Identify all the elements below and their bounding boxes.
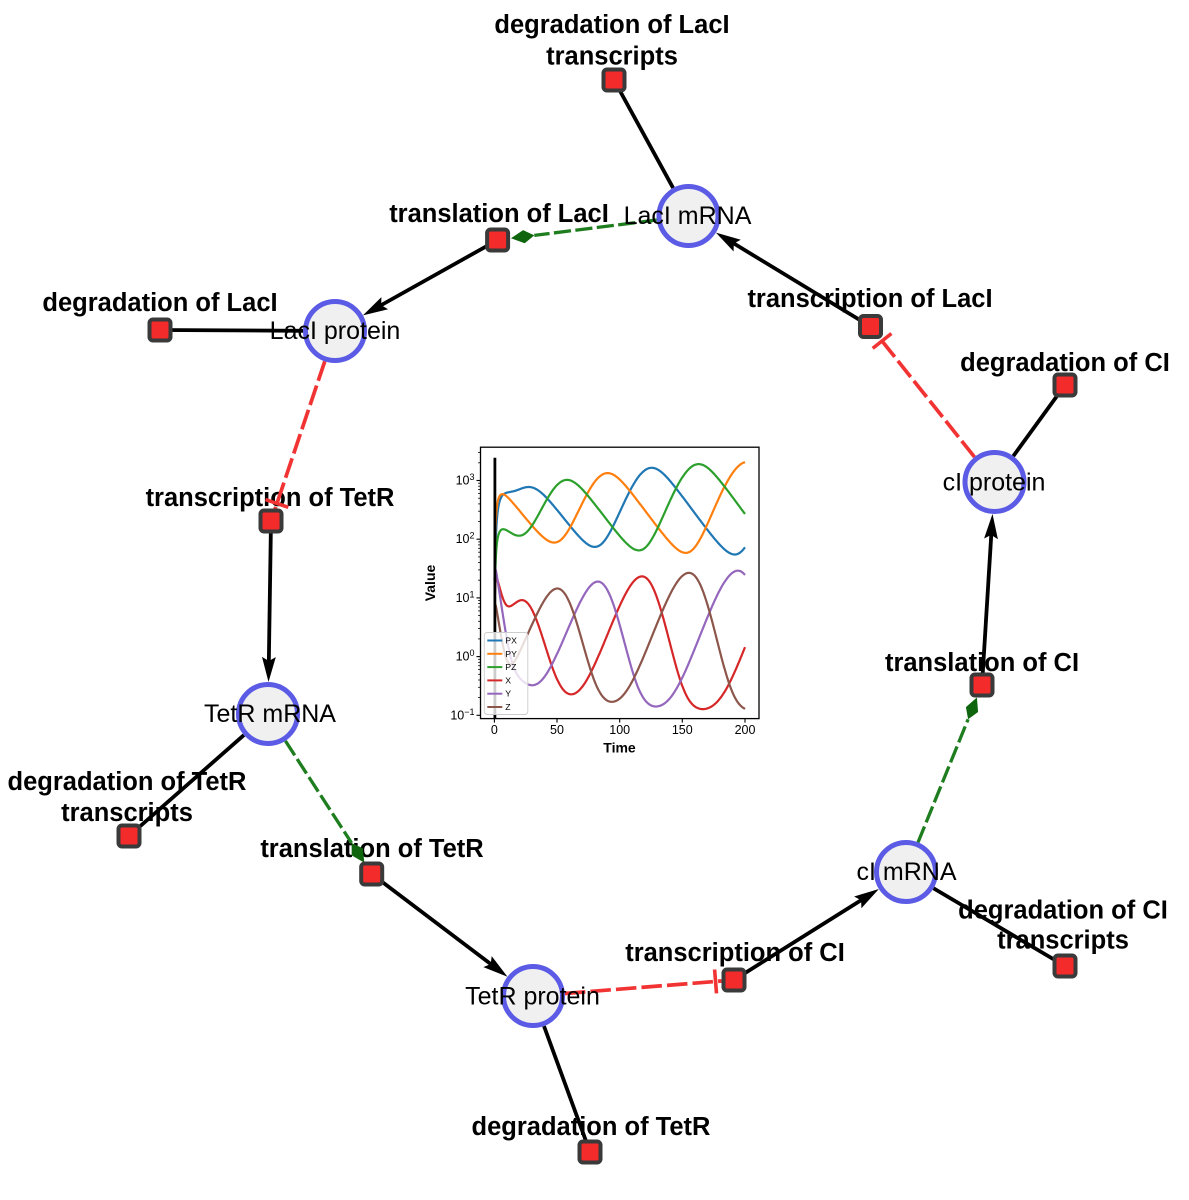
svg-text:0: 0 bbox=[491, 723, 498, 737]
svg-text:cI mRNA: cI mRNA bbox=[857, 858, 957, 886]
svg-text:degradation of CI: degradation of CI bbox=[960, 349, 1170, 377]
svg-text:degradation of LacI: degradation of LacI bbox=[42, 289, 277, 317]
svg-text:degradation of CI: degradation of CI bbox=[958, 897, 1168, 925]
svg-text:PX: PX bbox=[505, 636, 517, 646]
svg-text:102: 102 bbox=[456, 531, 475, 547]
svg-text:degradation of TetR: degradation of TetR bbox=[8, 768, 247, 796]
svg-text:X: X bbox=[505, 675, 511, 685]
svg-text:transcription of TetR: transcription of TetR bbox=[146, 484, 395, 512]
svg-text:100: 100 bbox=[609, 723, 630, 737]
svg-text:transcripts: transcripts bbox=[546, 42, 678, 70]
svg-text:TetR mRNA: TetR mRNA bbox=[204, 700, 336, 728]
svg-text:103: 103 bbox=[456, 472, 475, 488]
svg-text:LacI protein: LacI protein bbox=[270, 317, 401, 345]
svg-text:TetR protein: TetR protein bbox=[465, 983, 600, 1011]
svg-text:transcription of LacI: transcription of LacI bbox=[747, 285, 992, 313]
svg-text:translation of TetR: translation of TetR bbox=[260, 835, 483, 863]
svg-text:transcription of CI: transcription of CI bbox=[625, 939, 845, 967]
svg-text:Z: Z bbox=[505, 702, 511, 712]
svg-text:PZ: PZ bbox=[505, 662, 517, 672]
svg-text:Value: Value bbox=[422, 565, 438, 602]
svg-text:degradation of TetR: degradation of TetR bbox=[472, 1113, 711, 1141]
svg-text:translation of LacI: translation of LacI bbox=[389, 200, 609, 228]
svg-text:150: 150 bbox=[672, 723, 693, 737]
svg-text:Time: Time bbox=[603, 740, 636, 756]
svg-text:101: 101 bbox=[456, 589, 475, 605]
svg-text:PY: PY bbox=[505, 649, 517, 659]
svg-text:degradation of LacI: degradation of LacI bbox=[494, 11, 729, 39]
svg-text:200: 200 bbox=[735, 723, 756, 737]
svg-text:10−1: 10−1 bbox=[450, 707, 474, 723]
svg-text:100: 100 bbox=[456, 648, 475, 664]
svg-text:50: 50 bbox=[550, 723, 564, 737]
svg-text:transcripts: transcripts bbox=[61, 799, 193, 827]
svg-text:transcripts: transcripts bbox=[997, 927, 1129, 955]
svg-text:Y: Y bbox=[505, 689, 511, 699]
svg-text:cI protein: cI protein bbox=[943, 469, 1046, 497]
svg-text:LacI mRNA: LacI mRNA bbox=[624, 202, 752, 230]
